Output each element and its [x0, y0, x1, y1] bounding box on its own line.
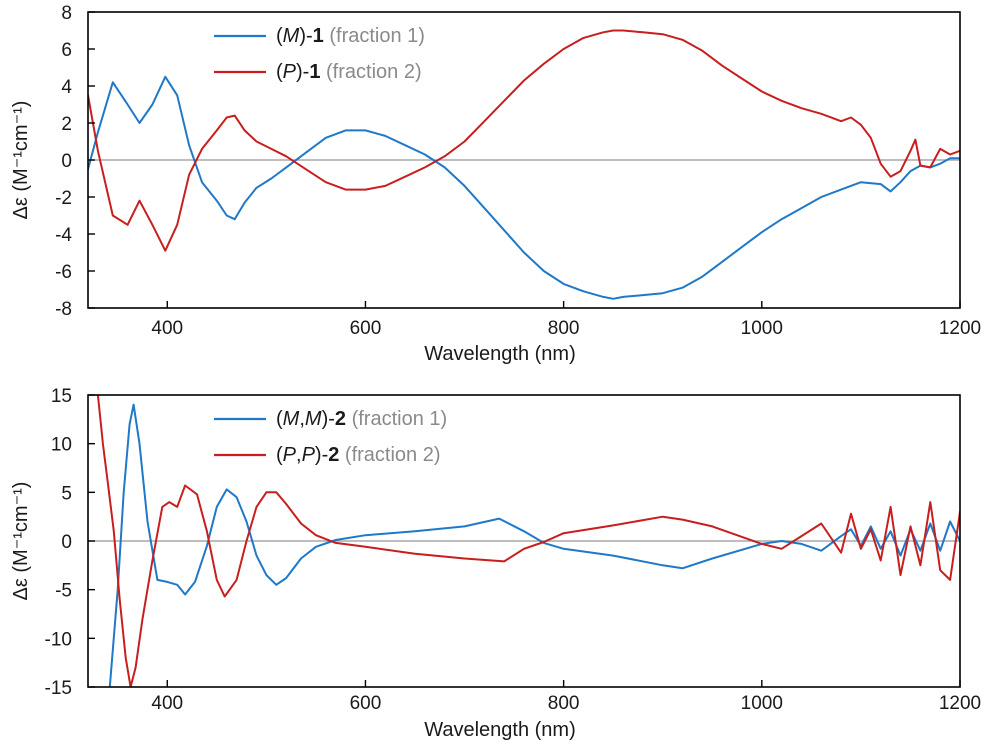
x-axis-title: Wavelength (nm) — [424, 343, 576, 365]
x-tick-label: 1200 — [939, 318, 981, 339]
x-tick-label: 1000 — [741, 318, 783, 339]
y-tick-label: -15 — [45, 678, 72, 699]
x-tick-label: 800 — [548, 693, 580, 714]
y-tick-label: 2 — [61, 114, 72, 135]
y-axis-title: Δε (M⁻¹cm⁻¹) — [10, 101, 32, 220]
y-tick-label: 15 — [51, 386, 72, 407]
series-line-fraction-2 — [96, 395, 960, 687]
y-tick-label: -6 — [55, 262, 72, 283]
y-tick-label: -5 — [55, 581, 72, 602]
x-axis-title: Wavelength (nm) — [424, 719, 576, 741]
chart-panel-2: 400 600 800 1000 1200 -15 -10 -5 0 5 10 15 Wavelengt… — [10, 386, 981, 741]
x-tick-label: 1000 — [741, 693, 783, 714]
legend-entry: (M,M)-2 (fraction 1) — [276, 408, 447, 430]
x-tick-label: 400 — [151, 318, 183, 339]
series-line-fraction-1 — [108, 403, 960, 687]
x-tick-label: 1200 — [939, 693, 981, 714]
legend-entry: (P)-1 (fraction 2) — [276, 61, 422, 83]
y-tick-label: 10 — [51, 435, 72, 456]
x-tick-label: 600 — [350, 318, 382, 339]
y-tick-label: -2 — [55, 188, 72, 209]
legend-entry: (P,P)-2 (fraction 2) — [276, 444, 441, 466]
y-tick-label: 4 — [61, 77, 72, 98]
y-tick-label: 8 — [61, 3, 72, 24]
x-tick-label: 600 — [350, 693, 382, 714]
legend-entry: (M)-1 (fraction 1) — [276, 25, 425, 47]
x-tick-label: 800 — [548, 318, 580, 339]
y-tick-label: 5 — [61, 483, 72, 504]
y-axis-title: Δε (M⁻¹cm⁻¹) — [10, 482, 32, 601]
y-tick-label: -10 — [45, 629, 72, 650]
series-line-fraction-2 — [88, 29, 960, 252]
x-tick-label: 400 — [151, 693, 183, 714]
y-tick-label: -4 — [55, 225, 72, 246]
series-line-fraction-1 — [88, 75, 960, 300]
y-tick-label: 0 — [61, 151, 72, 172]
y-tick-label: 6 — [61, 40, 72, 61]
y-tick-label: -8 — [55, 299, 72, 320]
chart-panel-1: 400 600 800 1000 1200 -8 -6 -4 -2 0 2 4 6 8 Wavelength… — [10, 3, 981, 365]
y-tick-label: 0 — [61, 532, 72, 553]
